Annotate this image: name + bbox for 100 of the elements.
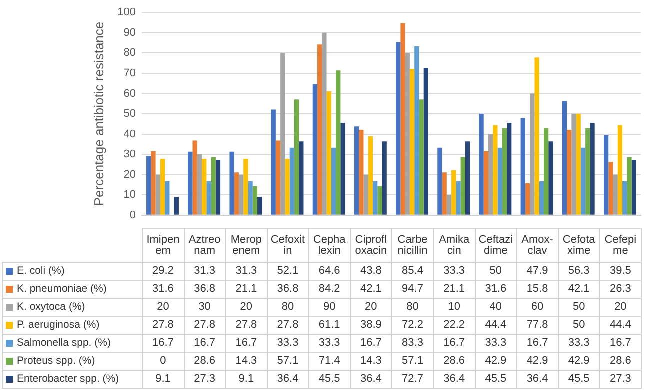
bar (608, 162, 614, 215)
bar (373, 182, 378, 215)
bar (211, 157, 216, 215)
data-label: 42.1 (350, 280, 392, 299)
bar (622, 182, 628, 215)
data-label: 84.2 (308, 280, 351, 299)
data-label: 36.8 (266, 280, 310, 299)
data-label: 28.6 (599, 352, 642, 371)
legend-label: Enterobacter spp. (%) (17, 373, 120, 385)
bar (146, 156, 152, 215)
data-label: 14.3 (225, 352, 268, 371)
bar (294, 100, 300, 215)
x-tick-label: Amox-clav (516, 228, 559, 263)
y-tick-label: 90 (124, 26, 136, 39)
data-label: 36.4 (433, 370, 476, 389)
data-label: 16.7 (516, 334, 559, 353)
data-label: 27.8 (184, 316, 226, 335)
data-label: 57.1 (266, 352, 310, 371)
y-tick-label: 100 (118, 6, 136, 19)
bar (562, 101, 568, 215)
x-tick-label: Cefepime (599, 228, 642, 263)
data-label: 31.3 (225, 262, 268, 281)
data-label: 60 (516, 298, 559, 317)
data-label: 44.4 (474, 316, 518, 335)
bar (290, 148, 294, 215)
x-tick-label: Ciprofloxacin (350, 228, 392, 263)
bar (312, 84, 318, 215)
data-label: 36.4 (266, 370, 310, 389)
data-label: 33.3 (308, 334, 351, 353)
data-label: 27.8 (266, 316, 310, 335)
data-label: 36.8 (184, 280, 226, 299)
data-label: 20 (142, 298, 185, 317)
data-label: 16.7 (225, 334, 268, 353)
x-tick-label: Aztreonam (184, 228, 226, 263)
bar (438, 148, 442, 215)
data-label: 16.7 (433, 334, 476, 353)
bar (354, 126, 360, 215)
y-axis-title: Percentage antibiotic resistance (91, 22, 106, 206)
data-label: 80 (391, 298, 434, 317)
x-tick-label: Ceftazidime (474, 228, 518, 263)
data-label: 16.7 (184, 334, 226, 353)
bar (216, 160, 221, 215)
data-label: 42.9 (558, 352, 600, 371)
bar (248, 182, 253, 215)
data-label: 33.3 (558, 334, 600, 353)
data-label: 45.5 (308, 370, 351, 389)
legend-label: Salmonella spp. (%) (17, 337, 111, 349)
data-label: 31.6 (142, 280, 185, 299)
data-label: 31.3 (184, 262, 226, 281)
bar (238, 174, 244, 215)
bar (322, 32, 327, 215)
bar (336, 70, 341, 215)
y-tick-label: 30 (124, 148, 136, 161)
bar (400, 23, 406, 215)
bar (280, 53, 286, 215)
bar (576, 114, 581, 215)
data-label: 16.7 (142, 334, 185, 353)
data-label: 85.4 (391, 262, 434, 281)
bar (567, 130, 572, 215)
bar (359, 130, 364, 215)
y-tick-label: 40 (124, 128, 136, 140)
bar (326, 91, 332, 215)
y-tick-label: 0 (130, 209, 136, 222)
bar (488, 134, 494, 215)
bar (156, 174, 160, 215)
bar (604, 135, 609, 215)
bar (151, 151, 156, 215)
y-tick-label: 80 (124, 47, 136, 60)
data-label: 31.6 (474, 280, 518, 299)
bar (580, 148, 586, 215)
x-tick-label: Amikacin (433, 228, 476, 263)
x-tick-label: Imipenem (142, 228, 185, 263)
bar (456, 182, 461, 215)
data-label: 21.1 (433, 280, 476, 299)
data-label: 21.1 (225, 280, 268, 299)
data-label: 28.6 (184, 352, 226, 371)
data-label: 50 (558, 316, 600, 335)
data-label: 9.1 (142, 370, 185, 389)
legend-label: E. coli (%) (17, 265, 65, 277)
bar (396, 42, 401, 215)
data-label: 42.9 (516, 352, 559, 371)
bar (378, 186, 382, 215)
bar (414, 46, 420, 215)
bar (484, 151, 488, 215)
data-label: 47.9 (516, 262, 559, 281)
bar (632, 160, 636, 215)
y-tick-label: 20 (124, 168, 136, 181)
bar (252, 186, 258, 215)
data-label: 40 (474, 298, 518, 317)
data-label: 94.7 (391, 280, 434, 299)
data-label: 36.4 (350, 370, 392, 389)
bar (364, 174, 368, 215)
data-label: 9.1 (225, 370, 268, 389)
bar (340, 123, 346, 215)
bar (586, 128, 590, 215)
bar (493, 125, 498, 215)
y-tick-label: 50 (124, 108, 136, 120)
data-label: 45.5 (558, 370, 600, 389)
bar (446, 195, 452, 215)
bar (507, 123, 512, 215)
